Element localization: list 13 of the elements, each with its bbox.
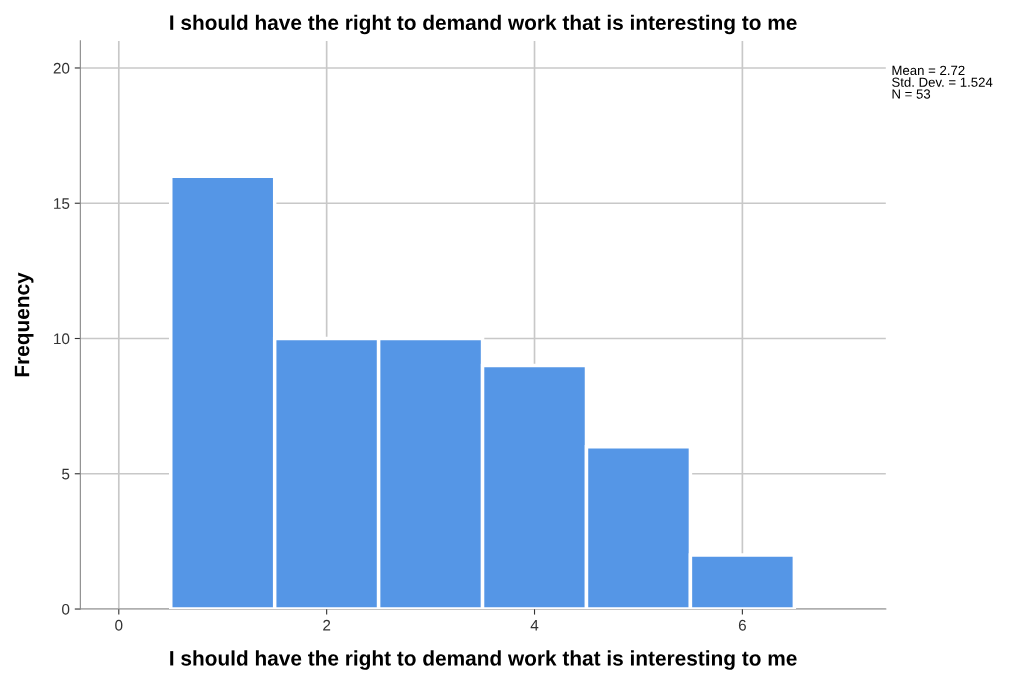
x-tick-label: 2 — [323, 619, 331, 631]
x-tick-label: 4 — [530, 620, 539, 631]
y-tick-label: 15 — [54, 198, 70, 209]
y-tick-label: 5 — [62, 468, 70, 480]
y-axis-title: Frequency — [14, 272, 34, 377]
y-tick-label: 20 — [53, 62, 70, 74]
y-tick-label: 0 — [62, 603, 70, 615]
text: Mean = 2.72 Std. Dev. = 1.524 N = 53 — [892, 65, 993, 99]
x-tick-label: 0 — [115, 619, 123, 631]
chart-title: I should have the right to demand work that is interesting to me — [170, 14, 797, 35]
x-tick-label: 6 — [738, 619, 746, 631]
x-axis-title: I should have the right to demand work that is interesting to me — [170, 650, 797, 670]
y-tick-label: 10 — [54, 333, 70, 345]
